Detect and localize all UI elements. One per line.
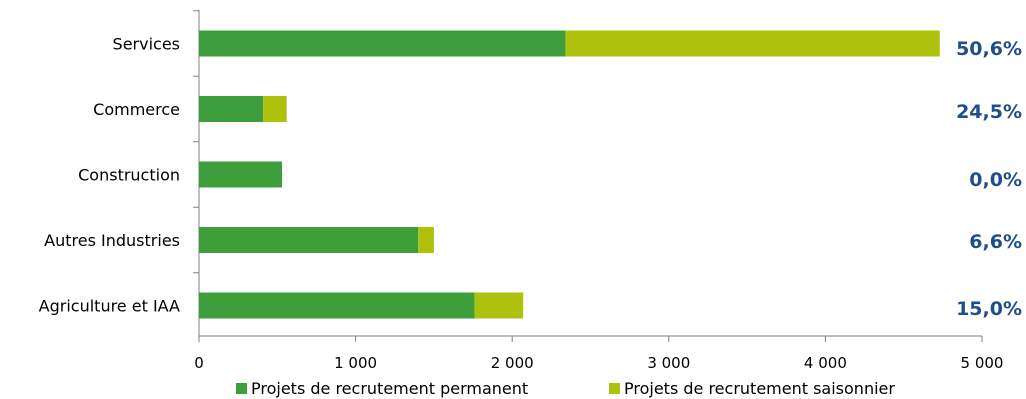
- category-label: Services: [113, 35, 180, 54]
- bar-permanent-4: [199, 292, 475, 319]
- percentage-annotations: 50,6% 24,5% 0,0% 6,6% 15,0%: [956, 38, 1022, 320]
- category-label: Construction: [78, 166, 180, 185]
- bar-permanent-0: [199, 30, 566, 57]
- x-tick-label: 3 000: [647, 354, 690, 372]
- x-tick-label: 2 000: [491, 354, 534, 372]
- bar-seasonal-1: [263, 96, 287, 122]
- x-tick-label: 4 000: [804, 354, 847, 372]
- legend-swatch-permanent: [236, 383, 247, 394]
- bar-seasonal-3: [418, 227, 434, 253]
- category-label: Commerce: [93, 100, 180, 119]
- category-label: Autres Industries: [44, 231, 180, 250]
- category-label: Agriculture et IAA: [39, 297, 180, 316]
- category-labels: Services Commerce Construction Autres Indus…: [39, 35, 180, 316]
- percentage-label: 24,5%: [956, 101, 1022, 123]
- bar-permanent-3: [199, 227, 419, 253]
- x-tick-label: 5 000: [961, 354, 1004, 372]
- percentage-label: 15,0%: [956, 298, 1022, 320]
- bar-seasonal-0: [565, 30, 940, 57]
- legend-label: Projets de recrutement saisonnier: [624, 379, 895, 398]
- legend-swatch-seasonal: [609, 383, 620, 394]
- x-tick-label: 0: [194, 354, 204, 372]
- bars: [199, 30, 940, 319]
- bar-permanent-2: [199, 161, 282, 188]
- percentage-label: 6,6%: [969, 231, 1022, 253]
- legend: Projets de recrutement permanent Projets …: [236, 379, 895, 398]
- x-tick-label: 1 000: [334, 354, 377, 372]
- percentage-label: 50,6%: [956, 38, 1022, 60]
- x-tick-labels: 0 1 000 2 000 3 000 4 000 5 000: [194, 354, 1003, 372]
- bar-permanent-1: [199, 96, 264, 122]
- bar-seasonal-4: [474, 292, 524, 319]
- legend-label: Projets de recrutement permanent: [251, 379, 528, 398]
- percentage-label: 0,0%: [969, 169, 1022, 191]
- axes: [193, 10, 983, 342]
